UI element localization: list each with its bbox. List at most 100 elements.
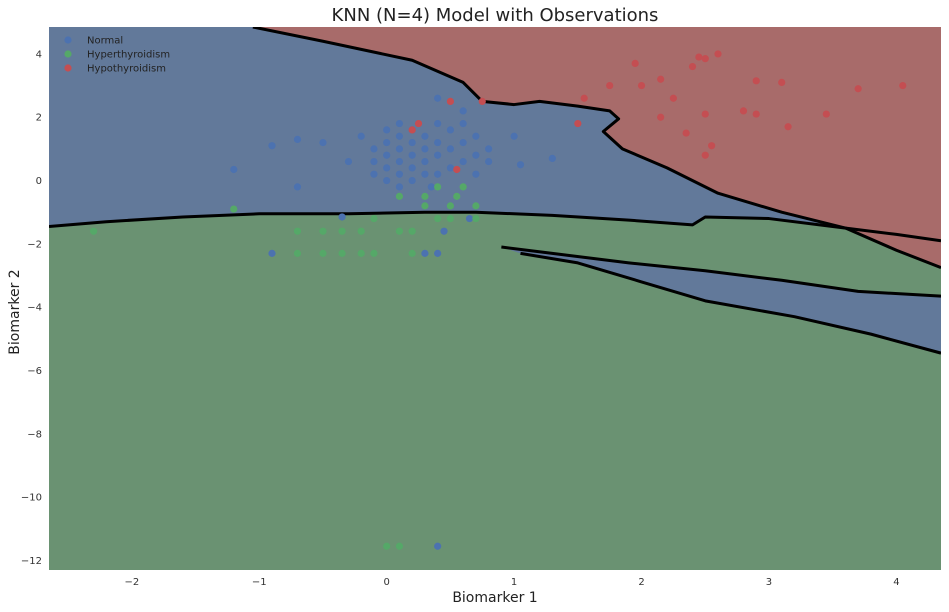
point-normal-55: [421, 249, 429, 257]
point-hypothyroidism-19: [708, 142, 716, 150]
point-hypothyroidism-2: [446, 97, 454, 106]
point-normal-31: [421, 170, 429, 178]
point-normal-21: [395, 170, 404, 178]
point-hypothyroidism-9: [637, 81, 646, 90]
point-hypothyroidism-16: [701, 55, 709, 63]
point-hyperthyroidism-22: [453, 192, 461, 200]
y-tick-label: −8: [27, 429, 42, 440]
point-normal-28: [421, 132, 429, 140]
point-normal-42: [459, 157, 467, 166]
point-hyperthyroidism-18: [434, 183, 442, 191]
point-hyperthyroidism-4: [319, 227, 327, 235]
point-hypothyroidism-26: [822, 110, 830, 118]
point-normal-37: [446, 126, 454, 134]
point-normal-41: [459, 138, 467, 147]
point-hypothyroidism-13: [682, 129, 690, 137]
point-normal-12: [383, 126, 391, 134]
point-normal-2: [293, 135, 302, 143]
point-hypothyroidism-7: [606, 81, 614, 90]
x-tick-label: 3: [766, 577, 772, 588]
decision-boundary-2: [49, 210, 941, 243]
x-tick-label: 2: [638, 577, 644, 588]
y-tick-label: 2: [36, 113, 42, 124]
point-hypothyroidism-1: [414, 119, 423, 128]
point-hyperthyroidism-9: [357, 249, 365, 257]
point-normal-6: [338, 213, 346, 221]
y-tick-label: −10: [21, 493, 42, 504]
y-tick-label: −2: [27, 239, 42, 250]
point-normal-33: [434, 119, 442, 128]
observation-points: [90, 50, 907, 550]
x-axis-label: Biomarker 1: [452, 590, 537, 606]
point-hyperthyroidism-2: [293, 227, 302, 235]
x-tick-label: −2: [124, 577, 139, 588]
point-hyperthyroidism-25: [472, 214, 480, 223]
decision-boundary-1: [252, 27, 941, 270]
point-hypothyroidism-4: [478, 97, 486, 106]
point-normal-3: [319, 138, 327, 147]
point-normal-38: [446, 145, 454, 153]
point-normal-53: [440, 227, 448, 235]
point-normal-30: [421, 157, 429, 166]
point-normal-34: [434, 138, 442, 147]
point-hypothyroidism-10: [657, 75, 665, 83]
point-hyperthyroidism-0: [90, 227, 98, 235]
legend-label-hyperthyroidism: Hyperthyroidism: [87, 50, 170, 61]
point-hyperthyroidism-11: [370, 249, 378, 257]
point-hypothyroidism-20: [714, 50, 722, 58]
point-hyperthyroidism-7: [338, 249, 346, 257]
point-normal-5: [293, 183, 302, 191]
plot-area: [49, 27, 941, 570]
point-hyperthyroidism-26: [383, 542, 391, 550]
point-normal-46: [485, 145, 493, 153]
point-hyperthyroidism-27: [395, 542, 404, 550]
legend-marker-hyperthyroidism: [64, 50, 72, 58]
point-normal-9: [370, 145, 378, 153]
point-normal-29: [421, 145, 429, 153]
point-hypothyroidism-23: [752, 110, 760, 118]
point-normal-18: [395, 132, 404, 140]
point-hypothyroidism-17: [701, 110, 709, 118]
decision-boundary-4: [520, 251, 941, 355]
point-normal-11: [370, 170, 378, 178]
point-normal-4: [344, 157, 353, 166]
point-hypothyroidism-21: [739, 107, 748, 115]
point-hypothyroidism-27: [854, 85, 862, 93]
point-normal-32: [427, 183, 435, 191]
point-normal-16: [383, 176, 391, 185]
decision-boundary-3: [501, 245, 941, 298]
point-normal-45: [472, 170, 480, 178]
point-hypothyroidism-11: [657, 113, 665, 121]
y-tick-label: −4: [27, 303, 42, 314]
point-hypothyroidism-22: [752, 77, 760, 85]
x-tick-label: 4: [893, 577, 899, 588]
decision-regions: [49, 27, 941, 570]
point-normal-35: [434, 151, 442, 159]
point-normal-36: [434, 170, 442, 178]
point-normal-43: [472, 132, 480, 140]
point-normal-48: [434, 94, 442, 102]
point-hypothyroidism-8: [631, 59, 639, 68]
point-normal-40: [459, 119, 467, 128]
point-normal-27: [408, 176, 416, 185]
point-hyperthyroidism-19: [434, 214, 442, 223]
point-normal-7: [268, 249, 276, 257]
point-normal-19: [395, 145, 404, 153]
region-normal-band: [501, 247, 941, 354]
y-tick-label: 0: [36, 176, 42, 187]
point-normal-15: [383, 164, 391, 172]
point-hyperthyroidism-20: [446, 202, 454, 210]
point-hypothyroidism-24: [778, 78, 786, 87]
point-normal-1: [268, 142, 276, 150]
point-hyperthyroidism-15: [408, 249, 416, 257]
point-hyperthyroidism-3: [293, 249, 302, 257]
point-hypothyroidism-28: [899, 81, 907, 90]
point-normal-51: [516, 161, 525, 169]
point-hyperthyroidism-1: [230, 205, 238, 213]
point-hypothyroidism-6: [580, 94, 588, 102]
point-normal-13: [383, 138, 391, 147]
point-hyperthyroidism-16: [421, 192, 429, 200]
point-hyperthyroidism-13: [395, 227, 404, 235]
region-normal: [49, 27, 941, 268]
